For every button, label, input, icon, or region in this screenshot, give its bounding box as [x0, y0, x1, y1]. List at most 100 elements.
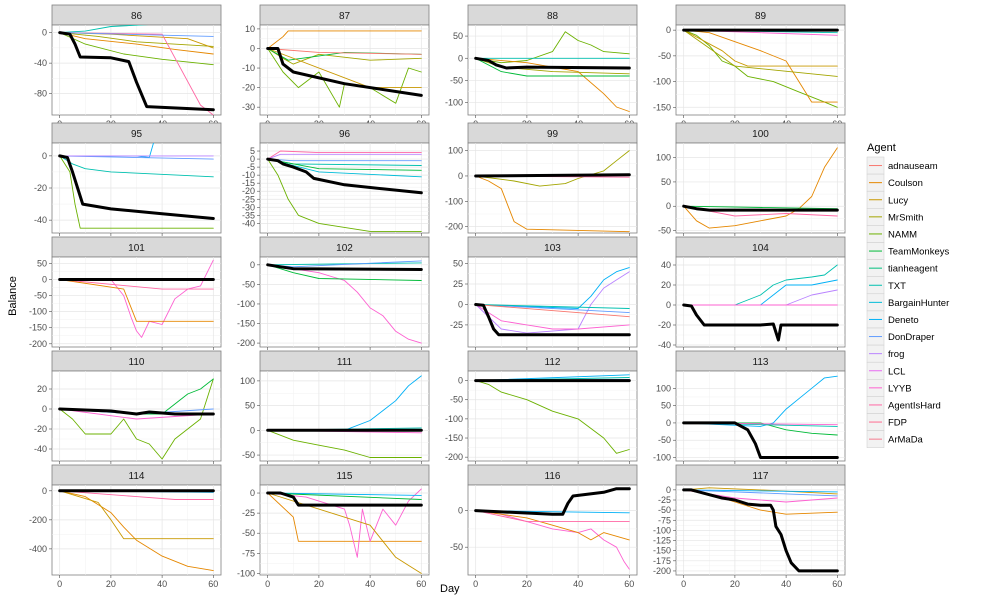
facet-strip-label: 102 [336, 243, 353, 254]
y-tick-label: -25 [450, 320, 463, 330]
legend-item: FDP [866, 413, 907, 431]
y-tick-label: 50 [37, 258, 47, 268]
facet-panel: 1100204060200-20-40 [34, 350, 222, 475]
series-line [59, 378, 214, 460]
legend-label: AgentIsHard [888, 400, 941, 411]
y-tick-label: 40 [661, 260, 671, 270]
series-group [682, 28, 839, 108]
legend-item: MrSmith [866, 208, 923, 226]
x-tick-label: 60 [624, 579, 634, 589]
series-line [475, 271, 630, 334]
legend-item: tianheagent [866, 259, 938, 277]
series-line [475, 510, 630, 570]
facet-strip-label: 104 [752, 243, 769, 254]
y-tick-label: -200 [237, 338, 255, 348]
series-line [267, 48, 422, 55]
x-tick-label: 0 [473, 579, 478, 589]
legend-item: BargainHunter [866, 293, 949, 312]
legend-item: Deneto [866, 310, 919, 329]
y-tick-label: -50 [450, 395, 463, 405]
facet-strip-label: 113 [753, 357, 769, 368]
series-group [58, 25, 215, 115]
series-line [683, 375, 838, 427]
y-tick-label: -150 [237, 319, 255, 329]
y-tick-label: 50 [453, 259, 463, 269]
series-line [59, 32, 214, 37]
y-tick-label: 100 [656, 383, 671, 393]
y-tick-label: -100 [29, 307, 47, 317]
y-tick-label: 100 [240, 376, 255, 386]
y-tick-label: -200 [29, 515, 47, 525]
y-tick-label: 0 [458, 53, 463, 63]
series-line-highlight [682, 204, 839, 212]
series-line [683, 205, 838, 210]
y-tick-label: -200 [445, 222, 463, 232]
y-tick-label: -30 [242, 202, 255, 212]
series-group [682, 375, 839, 459]
series-line [267, 488, 422, 558]
y-tick-label: -150 [653, 102, 671, 112]
series-line [475, 304, 630, 330]
x-tick-label: 0 [265, 579, 270, 589]
series-line [267, 492, 422, 574]
series-group [474, 374, 631, 454]
y-tick-label: 0 [250, 260, 255, 270]
y-tick-label: -100 [653, 525, 671, 535]
legend-label: TXT [888, 281, 906, 292]
series-line [267, 158, 422, 171]
y-tick-label: -30 [242, 102, 255, 112]
series-group [266, 488, 423, 574]
x-tick-label: 40 [365, 579, 375, 589]
series-line [475, 57, 630, 112]
y-tick-label: -175 [653, 556, 671, 566]
series-line [59, 155, 214, 160]
y-tick-label: -40 [242, 218, 255, 228]
legend-items: adnauseam Coulson Lucy MrSmith NAMM TeamMonke… [866, 156, 949, 448]
facet-panel: 104020406040200-20-40 [658, 236, 846, 361]
facet-strip-label: 101 [128, 243, 145, 254]
facet-strip-label: 100 [752, 129, 769, 140]
series-line-highlight [58, 407, 215, 416]
series-line [267, 30, 422, 49]
series-group [58, 259, 215, 338]
series-group [682, 487, 839, 573]
y-tick-label: 10 [245, 24, 255, 34]
series-line-highlight [474, 56, 631, 70]
x-tick-label: 0 [681, 579, 686, 589]
series-group [474, 150, 631, 233]
y-tick-label: -100 [445, 414, 463, 424]
y-tick-label: -25 [658, 495, 671, 505]
series-group [474, 267, 631, 337]
y-tick-label: -50 [242, 279, 255, 289]
series-line [475, 57, 630, 75]
facet-strip-label: 112 [545, 357, 561, 368]
y-tick-label: 5 [250, 146, 255, 156]
y-tick-label: 0 [250, 154, 255, 164]
series-line [267, 150, 422, 160]
x-tick-label: 60 [832, 579, 842, 589]
series-line [59, 25, 149, 34]
y-tick-label: -75 [242, 548, 255, 558]
y-tick-label: -75 [658, 515, 671, 525]
facet-panel: 870204060100-10-20-30 [242, 4, 430, 129]
y-tick-label: 0 [250, 425, 255, 435]
series-line [475, 31, 630, 64]
series-line [475, 510, 630, 541]
y-tick-label: -200 [445, 452, 463, 462]
series-line [267, 264, 422, 281]
y-tick-label: -50 [242, 528, 255, 538]
y-tick-label: 50 [245, 401, 255, 411]
y-tick-label: 25 [453, 279, 463, 289]
series-group [474, 487, 631, 570]
x-tick-label: 40 [573, 579, 583, 589]
series-line [267, 158, 422, 232]
series-line [475, 57, 630, 77]
facet-strip-label: 103 [544, 243, 561, 254]
series-line [59, 259, 214, 338]
x-tick-label: 0 [57, 579, 62, 589]
legend-label: Lucy [888, 195, 908, 206]
y-tick-label: 0 [458, 299, 463, 309]
legend-item: AgentIsHard [866, 396, 941, 414]
